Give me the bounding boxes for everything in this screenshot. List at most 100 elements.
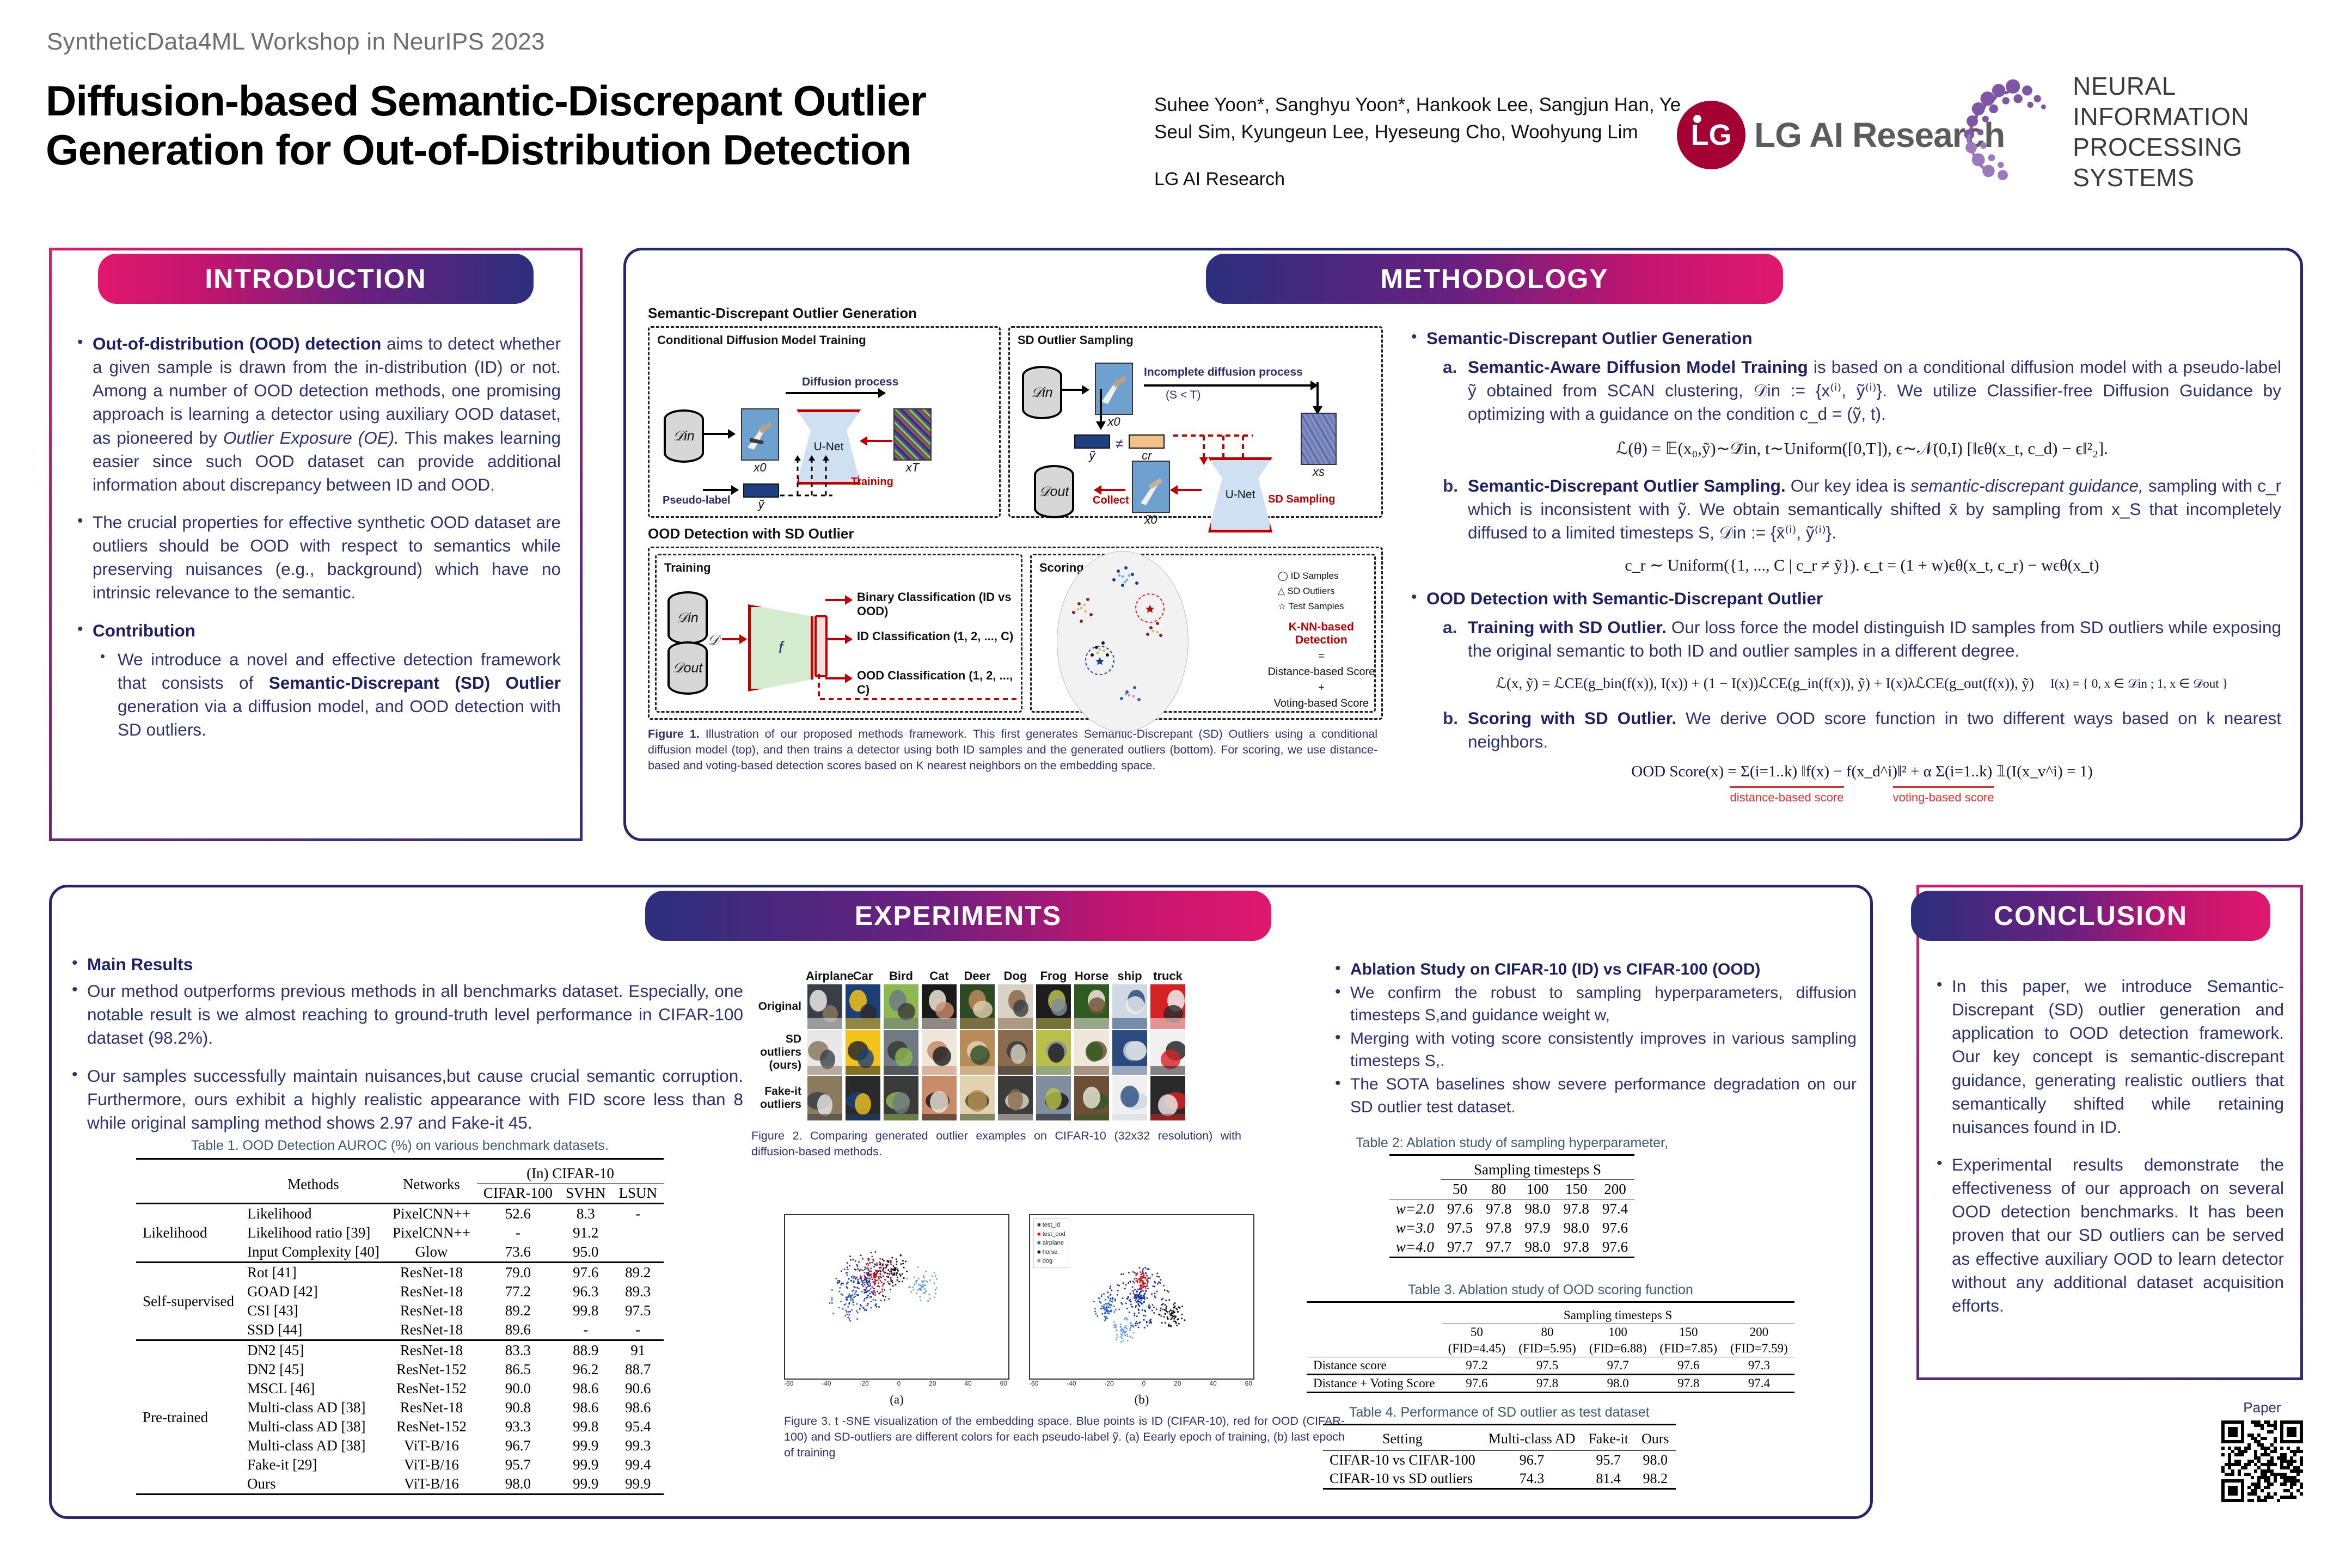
figure2-sample-image (922, 1030, 957, 1075)
figure2-sample-image (998, 984, 1033, 1029)
airplane-thumbnail-icon (742, 409, 778, 460)
detection-heading: OOD Detection with Semantic-Discrepant O… (1426, 588, 1823, 608)
figure2-column-label: Airplane (806, 969, 854, 983)
feature-vector-icon (814, 615, 828, 677)
dout-cylinder-icon: 𝒟out (1034, 465, 1074, 518)
equation-loss-x-y: ℒ(x, ỹ) = ℒCE(g_bin(f(x)), I(x)) + (1 − … (1496, 675, 2035, 691)
conclusion-list: In this paper, we introduce Semantic-Dis… (1930, 973, 2284, 1318)
figure2-sample-image (1150, 1030, 1185, 1075)
knn-detection-label: K-NN-based Detection (1288, 621, 1354, 646)
figure2-sample-image (960, 984, 995, 1029)
list-item: Out-of-distribution (OOD) detection aims… (71, 331, 561, 497)
equation-ood-score: OOD Score(x) = Σ(i=1..k) ‖f(x) − f(x_d^i… (1631, 763, 2093, 781)
legend-item: ■ test_id (1037, 1222, 1061, 1228)
figure2-sample-image (1074, 1076, 1109, 1120)
figure2-sample-image (922, 1076, 957, 1120)
collect-label: Collect (1093, 494, 1129, 506)
figure2-sample-image (1074, 984, 1109, 1029)
table-2-block: Table 2: Ablation study of sampling hype… (1356, 1135, 1668, 1259)
figure3-sub-a: (a) (890, 1393, 904, 1406)
dashed-feed-arrows-icon (780, 455, 832, 497)
legend-item: ☆ Test Samples (1277, 601, 1344, 612)
figure2-sample-image (884, 1030, 918, 1075)
gen-step-a: a. Semantic-Aware Diffusion Model Traini… (1443, 357, 2281, 424)
ytilde-label: ỹ (1089, 449, 1095, 462)
legend-item: ■ airplane (1037, 1240, 1064, 1246)
introduction-body: Out-of-distribution (OOD) detection aims… (71, 331, 561, 756)
conditional-diffusion-training-box: Conditional Diffusion Model Training 𝒟in… (648, 326, 1001, 518)
figure2-caption: Figure 2. Comparing generated outlier ex… (751, 1129, 1241, 1158)
list-item: Our method outperforms previous methods … (65, 978, 743, 1050)
figure2-sample-image (998, 1076, 1033, 1120)
table-3-caption: Table 3. Ablation study of OOD scoring f… (1407, 1282, 1693, 1297)
training-label: Training (851, 476, 893, 488)
table-2-caption: Table 2: Ablation study of sampling hype… (1356, 1135, 1668, 1150)
xT-label: xT (905, 461, 920, 474)
din-cylinder-icon: 𝒟in (664, 409, 704, 463)
list-item: We confirm the robust to sampling hyperp… (1328, 981, 1857, 1026)
embedding-space-blob (1056, 551, 1189, 732)
neurips-swirl-icon (1964, 79, 2046, 181)
table-3-block: Table 3. Ablation study of OOD scoring f… (1307, 1282, 1794, 1394)
list-item: Experimental results demonstrate the eff… (1930, 1152, 2284, 1318)
figure2-sample-image (1112, 1076, 1147, 1120)
x0-image: x0 (741, 408, 779, 475)
tsne-plot-b: ■ test_id ■ test_ood ■ airplane ■ horse ■ do… (1029, 1214, 1254, 1407)
equals-sign: = (1318, 650, 1325, 662)
lg-dot-icon (1693, 115, 1701, 123)
figure2-sample-image (960, 1076, 995, 1120)
figure1-bottom-title: OOD Detection with SD Outlier (648, 525, 854, 542)
ytilde-label: ỹ (758, 498, 764, 511)
encoder-block: f (748, 604, 813, 691)
plus-sign: + (1318, 682, 1325, 694)
list-item: Merging with voting score consistently i… (1328, 1026, 1857, 1072)
ablation-list: Ablation Study on CIFAR-10 (ID) vs CIFAR… (1328, 957, 1857, 1118)
ablation-text-block: Ablation Study on CIFAR-10 (ID) vs CIFAR… (1328, 957, 1857, 1132)
det-step-a: a. Training with SD Outlier. Our loss fo… (1443, 617, 2281, 660)
list-item: The crucial properties for effective syn… (71, 510, 561, 605)
figure2-column-label: truck (1153, 969, 1183, 983)
list-item: Ablation Study on CIFAR-10 (ID) vs CIFAR… (1328, 957, 1857, 981)
id-classification-label: ID Classification (1, 2, ..., C) (857, 629, 1014, 643)
table-2: Sampling timesteps S 50 80 100 150 200 w=2.0 97… (1389, 1154, 1635, 1259)
list-item: Semantic-Discrepant Outlier Generation a… (1405, 326, 2281, 577)
x0-label: x0 (1107, 415, 1120, 428)
figure2-column-label: ship (1117, 969, 1142, 983)
figure1-caption: Figure 1. Illustration of our proposed m… (648, 727, 1378, 772)
lg-ai-research-logo: LG AI Research (1677, 101, 2005, 169)
legend-item: △ SD Outliers (1277, 586, 1335, 597)
section-header-conclusion: CONCLUSION (1911, 891, 2270, 941)
equation-indicator: I(x) = { 0, x ∈ 𝒟in ; 1, x ∈ 𝒟out } (2050, 676, 2228, 690)
tsne-scatter-a-icon (829, 1251, 938, 1322)
qr-code-icon (2221, 1420, 2303, 1502)
dout-cylinder-icon: 𝒟out (667, 641, 708, 695)
box-label: Scoring (1039, 561, 1084, 574)
arrow-icon (1061, 385, 1089, 395)
figure2-sample-image (846, 984, 880, 1029)
figure2-sample-image (1074, 1030, 1109, 1075)
ytilde-bar-icon (1074, 434, 1110, 449)
figure2-column-label: Bird (889, 969, 913, 983)
figure-1: Semantic-Discrepant Outlier Generation C… (648, 305, 1383, 773)
paper-qr-block[interactable]: Paper (2221, 1399, 2303, 1502)
figure2-sample-image (884, 984, 918, 1029)
sd-sampling-label: SD Sampling (1268, 493, 1336, 505)
noise-thumbnail-icon (893, 408, 932, 461)
x0tilde-label: x̃0 (1144, 513, 1157, 526)
equation-cr-uniform: c_r ∼ Uniform({1, ..., C | c_r ≠ ỹ}). ϵ_… (1625, 556, 2099, 575)
diffusion-process-label: Diffusion process (802, 376, 899, 388)
figure2-column-label: Dog (1003, 969, 1027, 983)
knn-score-formula: K-NN-based Detection = Distance-based Sc… (1267, 621, 1376, 710)
cr-label: cr (1142, 449, 1152, 462)
qr-code[interactable] (2221, 1420, 2303, 1502)
ood-detection-outer-box: Training 𝒟in 𝒟out 𝒟 f Binary Classificat… (648, 547, 1383, 732)
workshop-label: SyntheticData4ML Workshop in NeurIPS 202… (47, 28, 545, 55)
lg-logo-text: LG AI Research (1754, 115, 2005, 155)
table-1-caption: Table 1. OOD Detection AUROC (%) on vari… (191, 1138, 609, 1153)
page-title: Diffusion-based Semantic-Discrepant Outl… (46, 77, 927, 174)
embedding-scatter-icon (1071, 566, 1165, 701)
table-4-caption: Table 4. Performance of SD outlier as te… (1349, 1405, 1650, 1420)
figure3-caption: Figure 3. t -SNE visualization of the em… (784, 1414, 1345, 1459)
figure2-sample-image (807, 1076, 842, 1120)
sd-outlier-sampling-box: SD Outlier Sampling 𝒟in x0 Incomplete di… (1008, 326, 1383, 532)
